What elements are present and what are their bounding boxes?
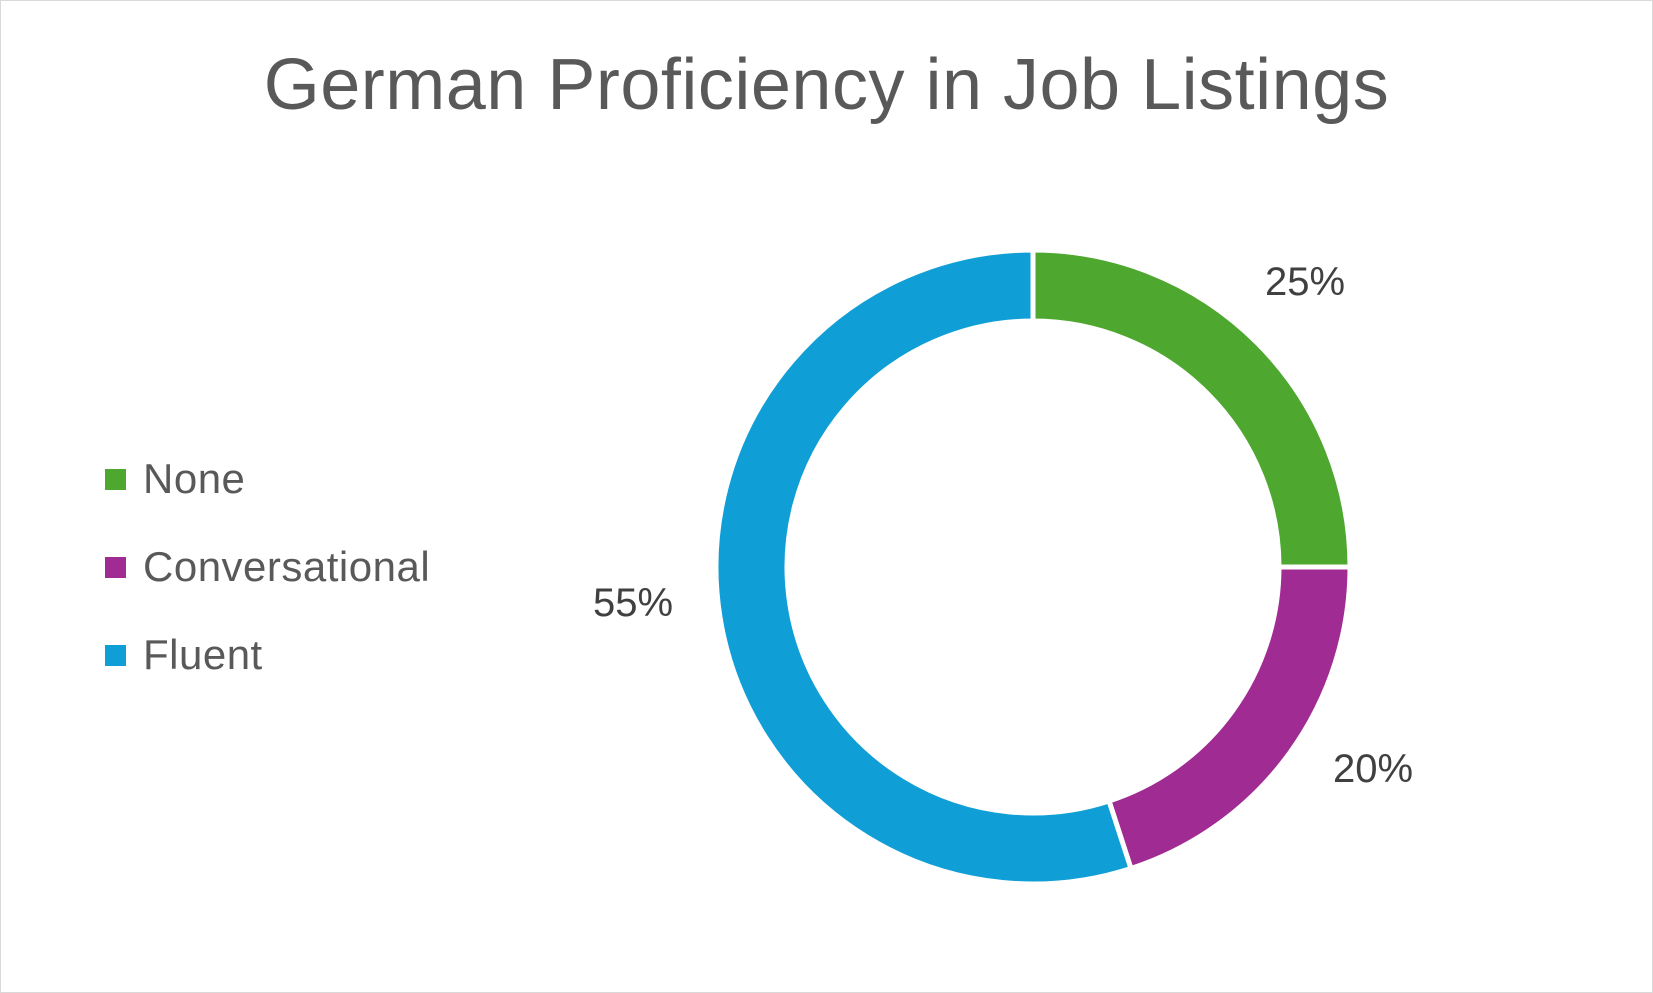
data-label-fluent: 55% <box>593 581 673 625</box>
data-label-none: 25% <box>1265 260 1345 304</box>
legend-swatch-fluent <box>105 645 126 666</box>
legend-label-none: None <box>143 455 246 502</box>
legend-swatch-none <box>105 469 126 490</box>
donut-slice-conversational <box>1105 564 1353 872</box>
donut-slice-fluent <box>713 247 1135 887</box>
data-label-conversational: 20% <box>1333 747 1413 791</box>
legend-label-conversational: Conversational <box>143 543 431 590</box>
chart-title: German Proficiency in Job Listings <box>263 45 1390 125</box>
legend-swatch-conversational <box>105 557 126 578</box>
legend-label-fluent: Fluent <box>143 631 263 678</box>
